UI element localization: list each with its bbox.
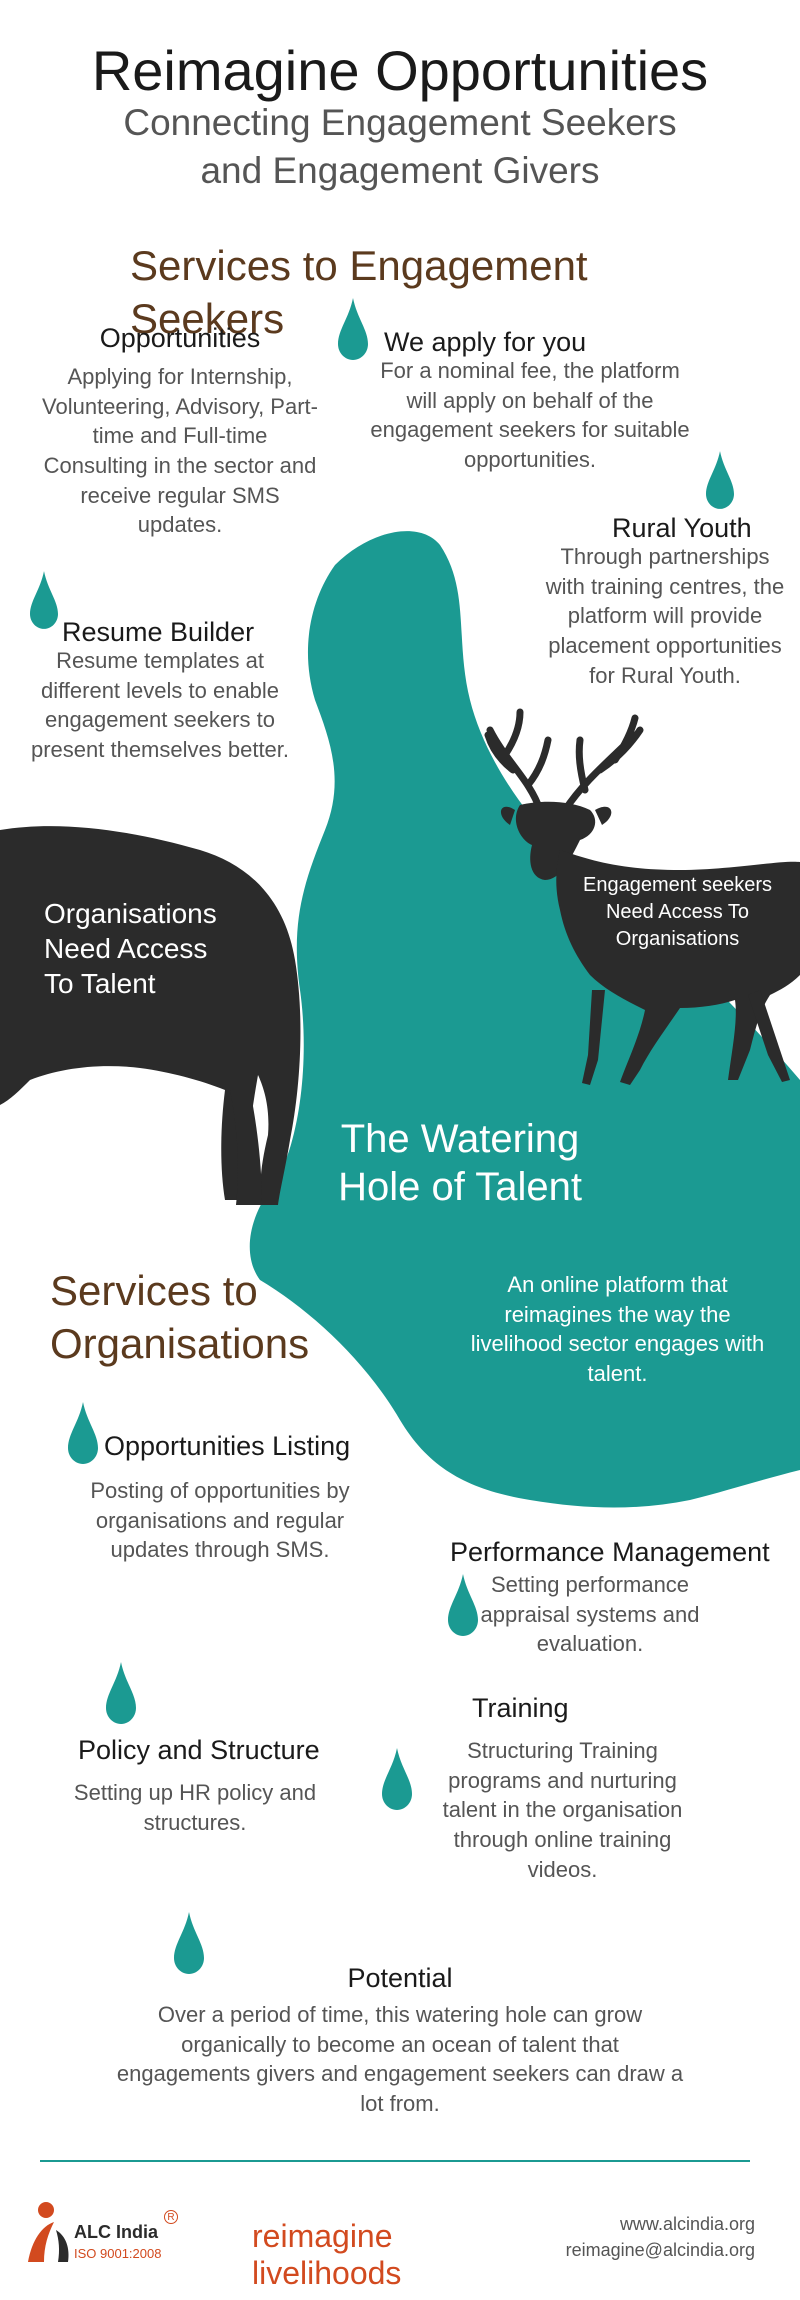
alc-logo-icon [28, 2202, 69, 2262]
policy-structure-title: Policy and Structure [78, 1735, 320, 1765]
elephant-icon [0, 826, 301, 1205]
alc-logo: ALC India R ISO 9001:2008 [22, 2200, 182, 2280]
page-subtitle-line2: and Engagement Givers [200, 150, 600, 191]
deer-icon [484, 708, 800, 1085]
organisations-heading-line2: Organisations [50, 1320, 310, 1367]
opportunities-body: Applying for Internship, Volunteering, A… [42, 364, 318, 538]
we-apply-body: For a nominal fee, the platform will app… [370, 358, 690, 473]
footer-tagline: reimagine livelihoods [252, 2218, 402, 2291]
resume-builder-body: Resume templates at different levels to … [30, 648, 290, 763]
water-drop-icon [706, 451, 734, 509]
page-subtitle-line1: Connecting Engagement Seekers [123, 102, 677, 143]
resume-builder-title: Resume Builder [62, 617, 255, 647]
water-drop-icon [68, 1402, 98, 1464]
water-drop-icon [448, 1574, 478, 1636]
potential-body: Over a period of time, this watering hol… [116, 2002, 684, 2117]
training-title: Training [472, 1693, 569, 1723]
logo-iso: ISO 9001:2008 [74, 2246, 162, 2261]
logo-name: ALC India [74, 2222, 158, 2242]
water-drop-icon [30, 571, 58, 629]
potential-title: Potential [347, 1963, 453, 1993]
seekers-section-heading: Services to Engagement Seekers [130, 242, 588, 342]
performance-management-body: Setting performance appraisal systems an… [480, 1572, 700, 1657]
water-drop-icon [106, 1662, 136, 1724]
organisations-heading-line1: Services to [50, 1267, 258, 1314]
opportunities-listing-title: Opportunities Listing [104, 1431, 351, 1461]
footer-divider [40, 2160, 750, 2162]
watering-hole-shape [249, 531, 800, 1508]
performance-management-title: Performance Management [450, 1537, 770, 1567]
footer-website[interactable]: www.alcindia.org [619, 2214, 755, 2234]
logo-registered-mark: R [164, 2210, 178, 2224]
we-apply-title: We apply for you [384, 327, 587, 357]
policy-structure-body: Setting up HR policy and structures. [73, 1780, 317, 1835]
water-drop-icon [382, 1748, 412, 1810]
opportunities-listing-body: Posting of opportunities by organisation… [90, 1478, 350, 1563]
training-body: Structuring Training programs and nurtur… [442, 1738, 683, 1882]
deer-text: Engagement seekers Need Access To Organi… [582, 874, 772, 950]
rural-youth-body: Through partnerships with training centr… [545, 544, 785, 688]
water-drop-icon [338, 298, 368, 360]
elephant-text: Organisations Need Access To Talent [44, 898, 217, 999]
rural-youth-title: Rural Youth [612, 513, 752, 543]
water-drop-icon [174, 1912, 204, 1974]
watering-hole-title: The Watering Hole of Talent [338, 1117, 582, 1209]
opportunities-title: Opportunities [99, 323, 261, 353]
watering-hole-body: An online platform that reimagines the w… [470, 1272, 765, 1387]
page-title: Reimagine Opportunities [91, 39, 709, 102]
footer-email[interactable]: reimagine@alcindia.org [565, 2240, 755, 2260]
